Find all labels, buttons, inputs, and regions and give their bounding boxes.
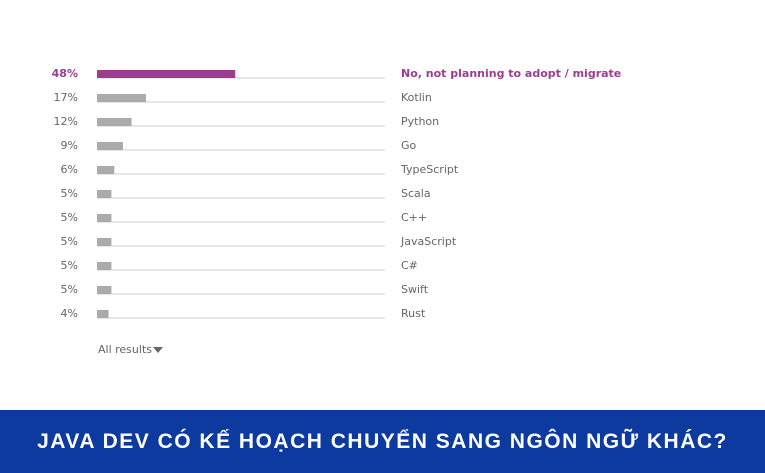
value-label: 5%	[61, 187, 78, 200]
chart: All results 48% No, not planning to adopt…	[52, 67, 622, 356]
value-label: 5%	[61, 283, 78, 296]
value-label: 6%	[61, 163, 78, 176]
category-label: C#	[401, 259, 418, 272]
value-label: 4%	[61, 307, 78, 320]
bar	[97, 262, 112, 270]
category-label: Python	[401, 115, 439, 128]
value-label: 5%	[61, 259, 78, 272]
category-label: Rust	[401, 307, 426, 320]
bar	[97, 238, 112, 246]
category-label: Swift	[401, 283, 429, 296]
value-label: 17%	[54, 91, 78, 104]
banner-title: JAVA DEV CÓ KẾ HOẠCH CHUYỂN SANG NGÔN NG…	[0, 410, 765, 473]
bar	[97, 214, 112, 222]
category-label: No, not planning to adopt / migrate	[401, 67, 621, 80]
category-label: JavaScript	[400, 235, 457, 248]
dropdown-arrow[interactable]	[153, 347, 163, 353]
bar	[97, 166, 115, 174]
bar	[97, 70, 236, 78]
value-label: 9%	[61, 139, 78, 152]
value-label: 12%	[54, 115, 78, 128]
bar	[97, 286, 112, 294]
category-label: TypeScript	[400, 163, 459, 176]
bar	[97, 94, 146, 102]
category-label: C++	[401, 211, 427, 224]
category-label: Kotlin	[401, 91, 432, 104]
value-label: 5%	[61, 211, 78, 224]
value-label: 48%	[52, 67, 78, 80]
bar	[97, 142, 123, 150]
category-label: Go	[401, 139, 417, 152]
bar	[97, 310, 109, 318]
category-label: Scala	[401, 187, 431, 200]
all-results-link[interactable]: All results	[98, 343, 152, 356]
value-label: 5%	[61, 235, 78, 248]
bar	[97, 118, 132, 126]
bar	[97, 190, 112, 198]
